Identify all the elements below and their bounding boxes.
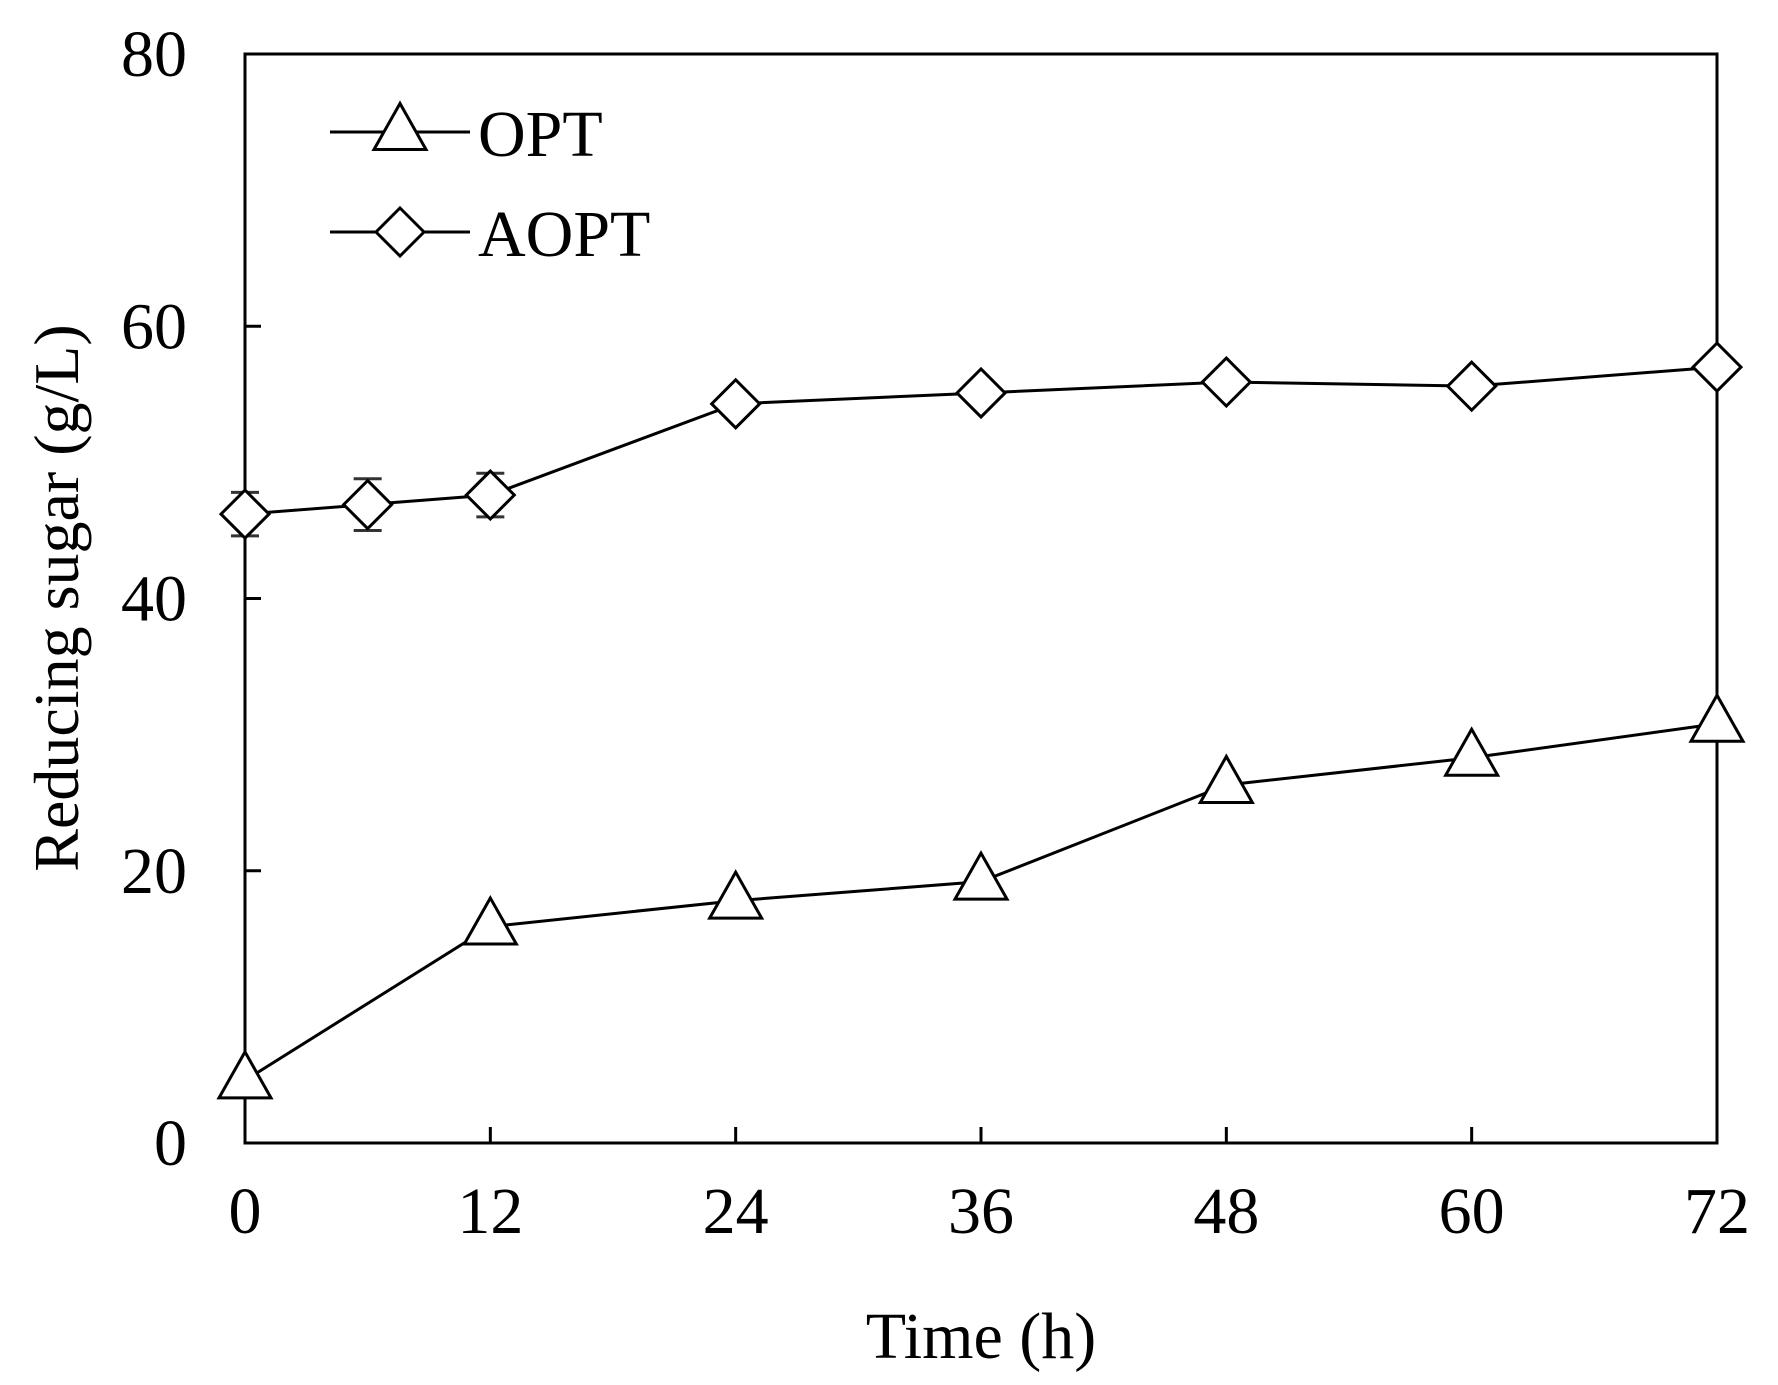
legend: OPT AOPT xyxy=(330,98,650,271)
legend-marker-triangle xyxy=(371,100,429,151)
legend-marker-diamond xyxy=(373,205,427,259)
data-point-aopt xyxy=(709,377,762,430)
x-tick-label: 60 xyxy=(1439,1175,1505,1248)
legend-label: AOPT xyxy=(478,198,650,271)
data-point-aopt xyxy=(1690,340,1744,394)
x-tick-label: 36 xyxy=(948,1175,1014,1248)
series-aopt xyxy=(218,340,1744,541)
data-point-opt xyxy=(707,869,765,920)
x-tick-label: 72 xyxy=(1684,1175,1750,1248)
series-layer xyxy=(216,340,1746,1100)
data-point-aopt xyxy=(1445,360,1498,413)
data-point-aopt xyxy=(341,478,394,531)
y-axis: 0 20 40 60 80 xyxy=(121,18,261,1180)
x-tick-label: 12 xyxy=(457,1175,523,1248)
data-point-opt xyxy=(461,894,519,946)
x-axis-title: Time (h) xyxy=(866,1300,1096,1373)
x-axis: 0 12 24 36 48 60 72 xyxy=(229,1127,1750,1248)
data-point-opt xyxy=(952,850,1010,901)
plot-frame xyxy=(243,52,1719,1145)
data-point-aopt xyxy=(954,366,1008,420)
legend-item-opt: OPT xyxy=(330,98,603,171)
series-opt xyxy=(216,692,1746,1100)
legend-item-aopt: AOPT xyxy=(330,198,650,271)
series-line-opt xyxy=(244,722,1718,1082)
data-point-opt xyxy=(1197,753,1255,804)
data-point-opt xyxy=(216,1048,274,1100)
y-tick-label: 20 xyxy=(121,835,187,908)
x-tick-label: 24 xyxy=(703,1175,769,1248)
y-tick-label: 80 xyxy=(121,18,187,91)
x-tick-label: 0 xyxy=(229,1175,262,1248)
legend-label: OPT xyxy=(478,98,603,171)
data-point-opt xyxy=(1688,692,1746,743)
data-point-aopt xyxy=(464,468,517,522)
y-axis-title: Reducing sugar (g/L) xyxy=(21,324,92,871)
x-tick-label: 48 xyxy=(1193,1175,1259,1248)
y-tick-label: 60 xyxy=(121,290,187,363)
y-tick-label: 0 xyxy=(154,1107,187,1180)
data-point-opt xyxy=(1443,726,1501,777)
data-point-aopt xyxy=(1200,355,1253,409)
data-point-aopt xyxy=(218,487,272,541)
y-tick-label: 40 xyxy=(121,563,187,636)
